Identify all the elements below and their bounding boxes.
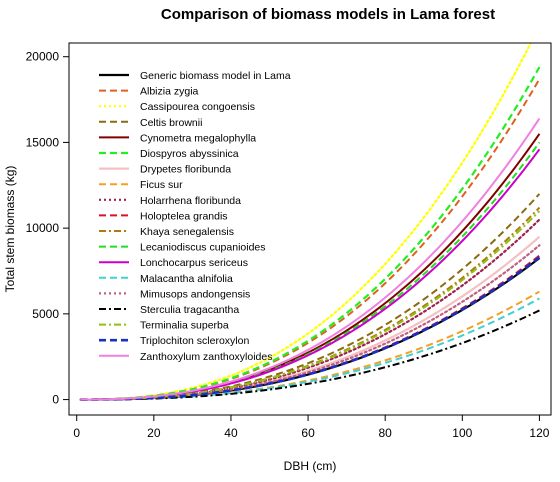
series-line-13	[80, 297, 540, 401]
series-line-17	[80, 256, 541, 401]
series-line-15	[80, 309, 540, 401]
legend-label: Terminalia superba	[140, 320, 229, 332]
legend-label: Albizia zygia	[140, 86, 199, 98]
x-tick-label: 60	[301, 426, 315, 440]
legend-label: Ficus sur	[140, 179, 183, 191]
y-tick-label: 20000	[26, 50, 60, 64]
series-lines	[79, 43, 541, 401]
x-tick-label: 20	[147, 426, 161, 440]
legend-label: Cynometra megalophylla	[140, 132, 256, 144]
y-tick-label: 10000	[26, 221, 60, 235]
x-tick-label: 40	[224, 426, 238, 440]
chart-title: Comparison of biomass models in Lama for…	[161, 6, 495, 23]
series-line-1	[80, 78, 541, 401]
x-axis-label: DBH (cm)	[284, 459, 337, 473]
x-axis: 0 20 40 60 80 100 120	[73, 415, 550, 440]
series-line-5	[80, 66, 541, 401]
legend-label: Drypetes floribunda	[140, 164, 231, 176]
legend-label: Holoptelea grandis	[140, 210, 228, 222]
y-tick-label: 0	[52, 393, 59, 407]
legend-label: Lecaniodiscus cupanioides	[140, 242, 266, 254]
x-tick-label: 80	[379, 426, 393, 440]
series-line-7	[80, 290, 540, 401]
legend-label: Holarrhena floribunda	[140, 195, 241, 207]
series-line-2	[79, 43, 533, 401]
y-tick-label: 5000	[32, 307, 59, 321]
legend-label: Diospyros abyssinica	[140, 148, 239, 160]
legend-label: Celtis brownii	[140, 117, 202, 129]
legend-label: Cassipourea congoensis	[140, 101, 255, 113]
legend-label: Mimusops andongensis	[140, 288, 250, 300]
legend: Generic biomass model in Lama Albizia zyg…	[99, 70, 291, 363]
legend-label: Triplochiton scleroxylon	[140, 335, 249, 347]
series-line-3	[80, 193, 541, 401]
x-tick-label: 100	[452, 426, 472, 440]
series-line-16	[80, 210, 541, 401]
y-axis-label: Total stem biomass (kg)	[3, 166, 17, 293]
legend-label: Malacantha alnifolia	[140, 273, 233, 285]
y-axis: 0 5000 10000 15000 20000	[26, 50, 69, 407]
series-line-11	[80, 141, 541, 401]
x-tick-label: 120	[529, 426, 549, 440]
series-line-18	[80, 117, 541, 401]
legend-label: Lonchocarpus sericeus	[140, 257, 248, 269]
x-tick-label: 0	[73, 426, 80, 440]
legend-label: Zanthoxylum zanthoxyloides	[140, 351, 273, 363]
y-tick-label: 15000	[26, 135, 60, 149]
plot-frame	[68, 42, 552, 416]
legend-label: Khaya senegalensis	[140, 226, 234, 238]
legend-label: Sterculia tragacantha	[140, 304, 239, 316]
legend-label: Generic biomass model in Lama	[140, 70, 291, 82]
plot-area	[68, 42, 552, 416]
